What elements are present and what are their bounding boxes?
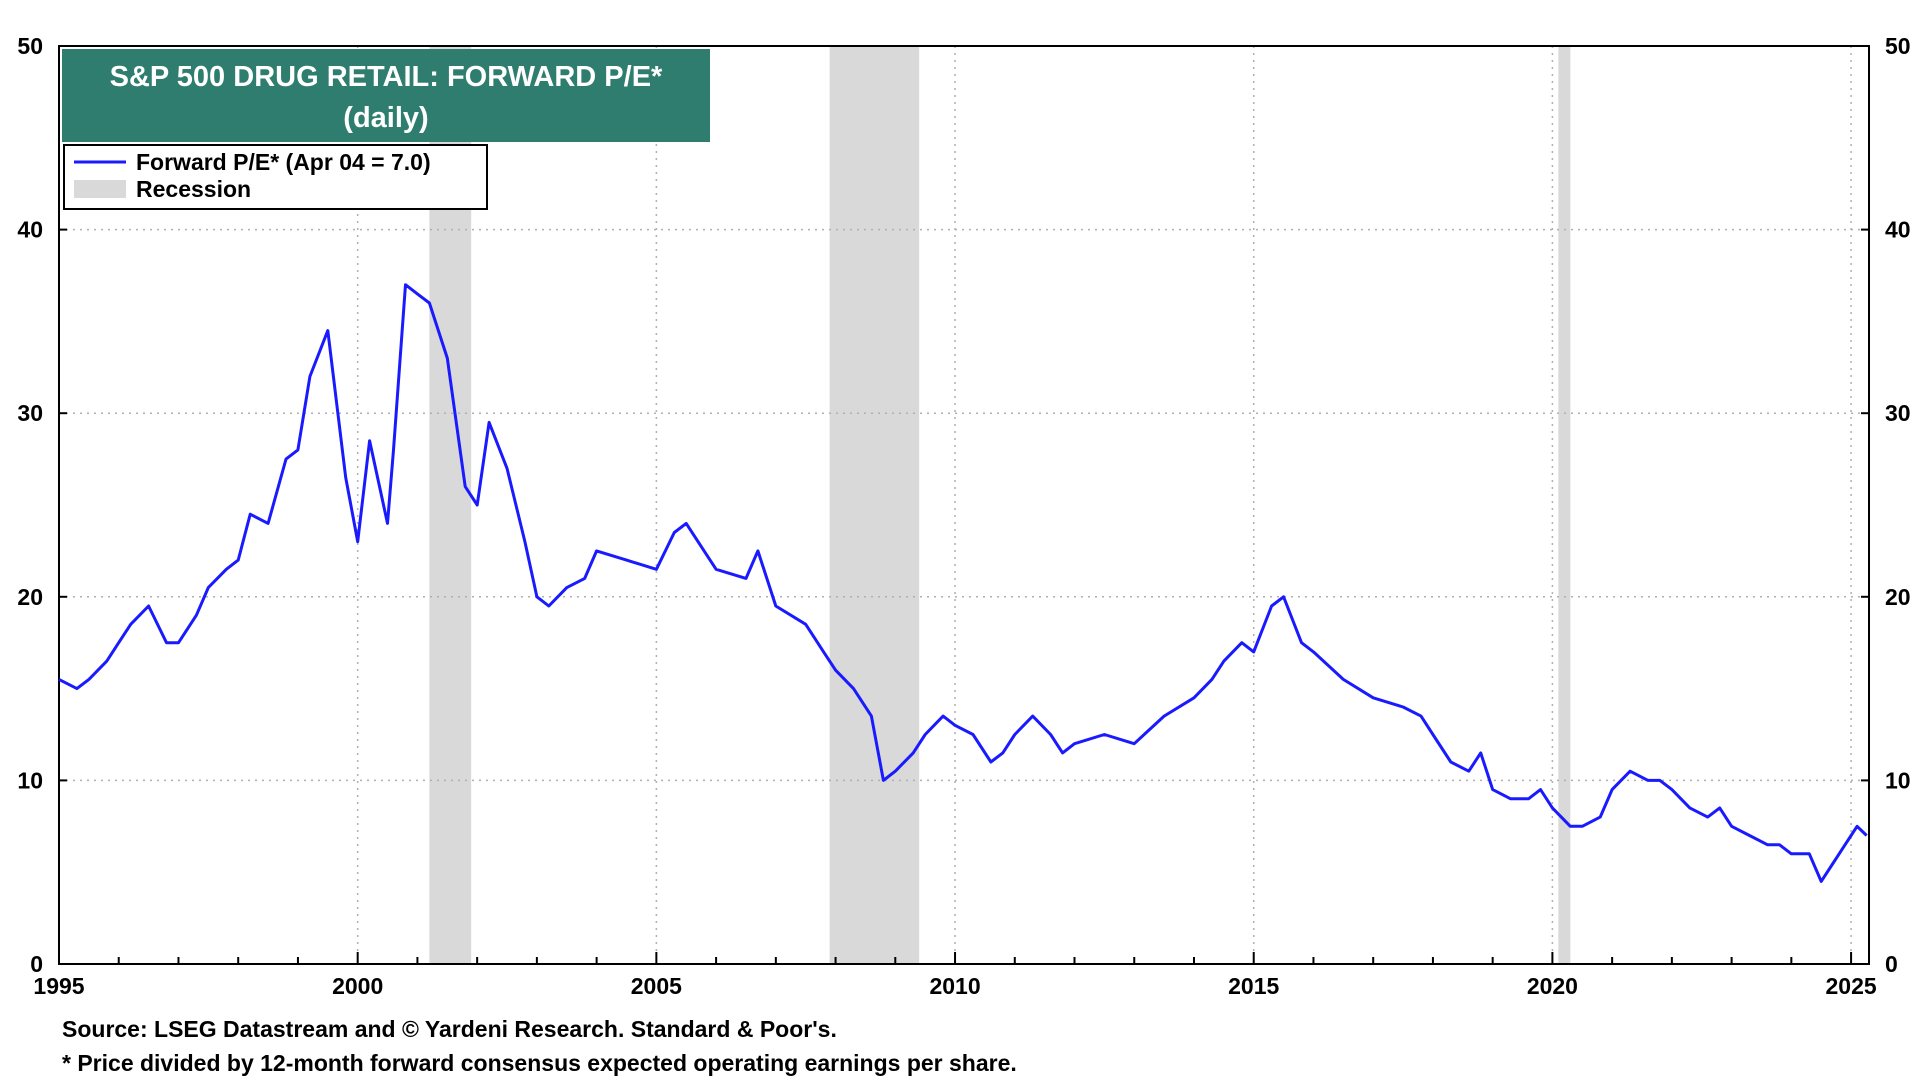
y-tick-label-left: 10: [17, 767, 43, 793]
legend: Forward P/E* (Apr 04 = 7.0) Recession: [63, 144, 488, 210]
recession-band-1: [829, 46, 920, 964]
source-note: Source: LSEG Datastream and © Yardeni Re…: [62, 1016, 837, 1042]
footnote: * Price divided by 12-month forward cons…: [62, 1050, 1017, 1076]
recession-bands: [429, 46, 1571, 964]
y-tick-label-left: 20: [17, 584, 43, 610]
chart-title: S&P 500 DRUG RETAIL: FORWARD P/E*: [110, 61, 663, 93]
y-tick-label-left: 50: [17, 33, 43, 59]
x-tick-label: 1995: [33, 973, 84, 999]
x-tick-label: 2010: [929, 973, 980, 999]
y-tick-label-left: 40: [17, 217, 43, 243]
legend-label-recession: Recession: [136, 176, 251, 202]
chart-subtitle: (daily): [343, 102, 428, 134]
y-tick-label-left: 0: [30, 951, 43, 977]
y-tick-label-left: 30: [17, 400, 43, 426]
x-tick-label: 2015: [1228, 973, 1279, 999]
y-tick-label-right: 0: [1885, 951, 1898, 977]
x-tick-label: 2005: [631, 973, 682, 999]
legend-label-series: Forward P/E* (Apr 04 = 7.0): [136, 149, 431, 175]
x-tick-label: 2025: [1825, 973, 1876, 999]
title-box: S&P 500 DRUG RETAIL: FORWARD P/E* (daily…: [62, 49, 710, 142]
legend-swatch-recession: [74, 180, 126, 198]
x-tick-label: 2000: [332, 973, 383, 999]
y-tick-label-right: 40: [1885, 217, 1911, 243]
y-tick-label-right: 30: [1885, 400, 1911, 426]
x-tick-label: 2020: [1527, 973, 1578, 999]
y-tick-label-right: 20: [1885, 584, 1911, 610]
series-line-0: [58, 283, 1868, 883]
y-tick-label-right: 10: [1885, 767, 1911, 793]
y-tick-label-right: 50: [1885, 33, 1911, 59]
series-layer: [58, 283, 1868, 883]
plot-frame: [58, 45, 1870, 965]
gridlines: [59, 46, 1869, 964]
recession-band-2: [1558, 46, 1571, 964]
